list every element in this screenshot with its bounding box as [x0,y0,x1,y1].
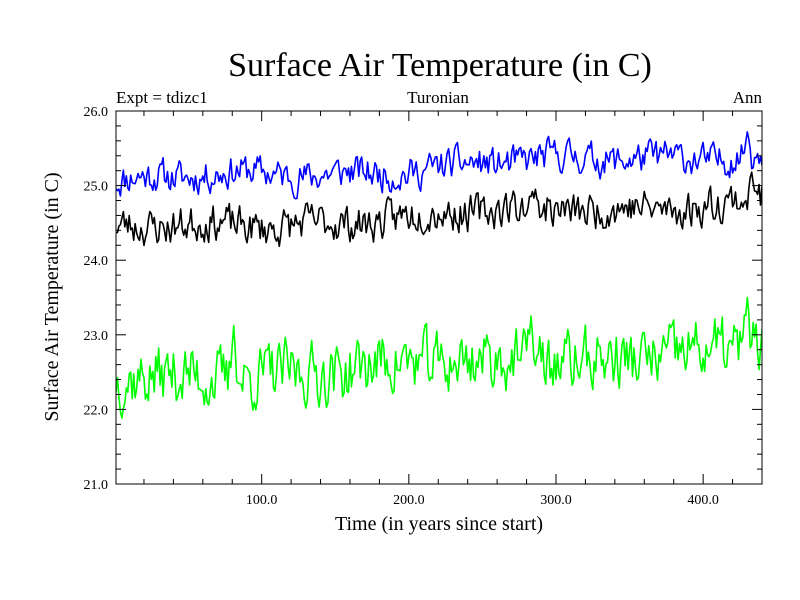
x-axis-label: Time (in years since start) [335,513,543,535]
x-tick-label: 200.0 [393,493,425,508]
y-tick-label: 26.0 [84,105,109,120]
y-axis-label: Surface Air Temperature (in C) [41,172,63,421]
series-blue-line [116,131,762,200]
plot-area: 21.0 22.0 23.0 24.0 25.0 26.0 100.0 200.0 300.0 4… [84,105,763,508]
series-green-line [116,296,762,419]
y-tick-label: 25.0 [84,180,109,195]
series-black-line [116,171,762,248]
y-tick-label: 21.0 [84,478,109,493]
x-tick-label: 400.0 [687,493,719,508]
chart-subtitle-center: Turonian [407,88,469,107]
chart-subtitle-right: Ann [733,88,763,107]
y-tick-label: 24.0 [84,254,109,269]
x-tick-label: 300.0 [540,493,572,508]
chart-subtitle-left: Expt = tdizc1 [116,88,208,107]
y-tick-label: 23.0 [84,329,109,344]
y-tick-label: 22.0 [84,403,109,418]
chart-title: Surface Air Temperature (in C) [228,47,652,84]
plot-frame [115,110,763,485]
x-tick-label: 100.0 [246,493,278,508]
